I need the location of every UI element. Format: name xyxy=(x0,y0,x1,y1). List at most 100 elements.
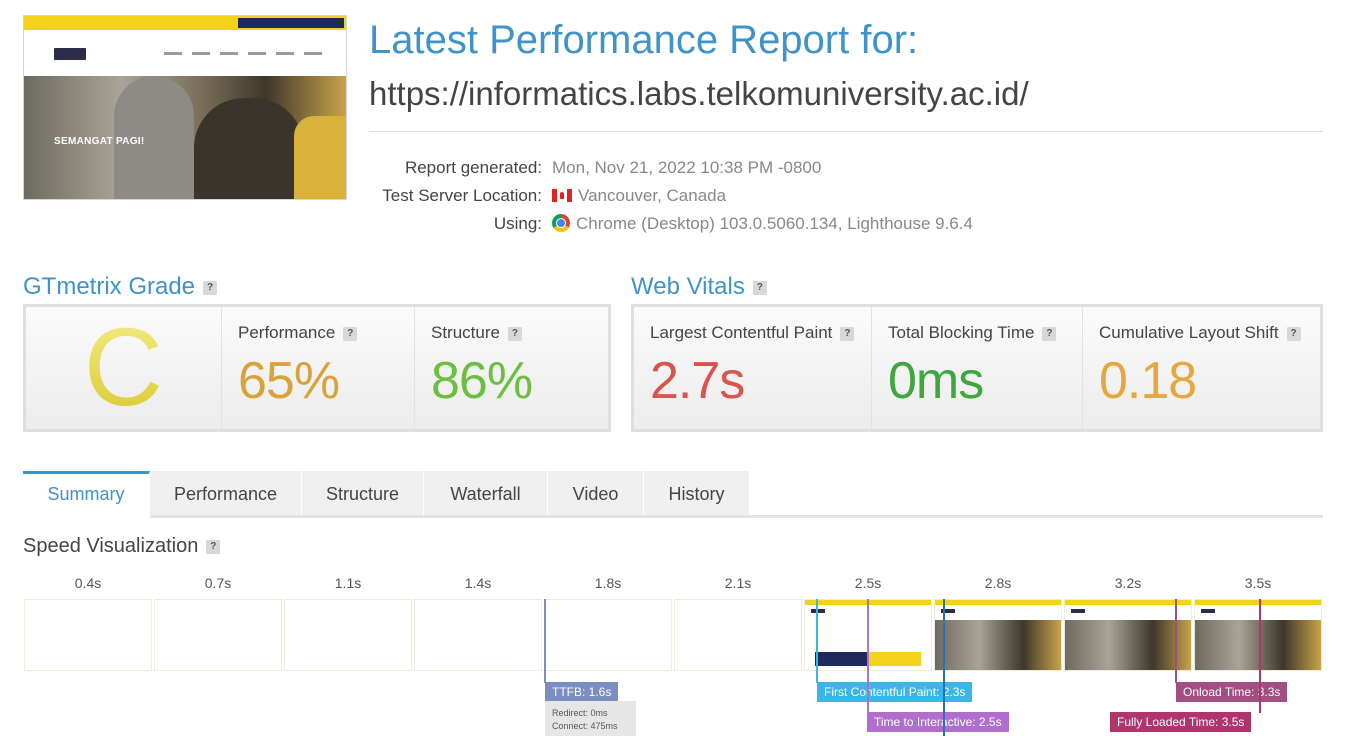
filmstrip-frame[interactable] xyxy=(544,599,672,671)
ttfb-details: Redirect: 0ms Connect: 475ms xyxy=(545,701,636,736)
grade-letter: C xyxy=(26,307,221,429)
frame-time-label: 1.4s xyxy=(464,575,492,591)
web-vitals-title: Web Vitals xyxy=(631,273,745,300)
frame-time-label: 2.5s xyxy=(854,575,882,591)
tti-marker-label[interactable]: Time to Interactive: 2.5s xyxy=(867,712,1009,732)
cls-label: Cumulative Layout Shift? xyxy=(1099,323,1301,343)
onload-marker-line xyxy=(1175,599,1177,683)
filmstrip-frame[interactable] xyxy=(284,599,412,671)
gtmetrix-grade-title: GTmetrix Grade xyxy=(23,273,196,300)
frame-time-label: 2.1s xyxy=(724,575,752,591)
speed-visualization-title: Speed Visualization xyxy=(23,535,199,557)
filmstrip-frame[interactable] xyxy=(1064,599,1192,671)
thumbnail-hero-caption: SEMANGAT PAGI! xyxy=(54,136,145,147)
frame-time-label: 1.8s xyxy=(594,575,622,591)
help-icon[interactable]: ? xyxy=(343,326,358,341)
performance-label-text: Performance xyxy=(238,323,336,342)
filmstrip-frame[interactable] xyxy=(1194,599,1322,671)
thumbnail-nav xyxy=(24,30,346,76)
canada-flag-icon xyxy=(552,189,572,202)
tab-waterfall[interactable]: Waterfall xyxy=(424,471,548,517)
report-meta-labels: Report generated: Test Server Location: … xyxy=(370,154,542,238)
performance-cell: Performance? 65% xyxy=(222,307,415,429)
lcp-value: 2.7s xyxy=(650,352,745,410)
structure-cell: Structure? 86% xyxy=(415,307,608,429)
report-tabs: Summary Performance Structure Waterfall … xyxy=(23,471,750,517)
thumbnail-topbar-button xyxy=(238,18,344,28)
tab-summary[interactable]: Summary xyxy=(23,471,150,517)
structure-score: 86% xyxy=(431,352,533,410)
lcp-cell: Largest Contentful Paint? 2.7s xyxy=(634,307,872,429)
thumbnail-person-1 xyxy=(114,76,194,199)
grade-cell: C xyxy=(26,307,222,429)
lcp-label: Largest Contentful Paint? xyxy=(650,323,855,343)
help-icon[interactable]: ? xyxy=(507,326,522,341)
gtmetrix-grade-panel: C Performance? 65% Structure? 86% xyxy=(23,304,611,432)
filmstrip-frame[interactable] xyxy=(934,599,1062,671)
filmstrip-frame[interactable] xyxy=(154,599,282,671)
speed-visualization-heading: Speed Visualization? xyxy=(23,535,221,558)
report-title: Latest Performance Report for: xyxy=(369,18,919,62)
thumbnail-logo xyxy=(54,48,86,60)
tab-history[interactable]: History xyxy=(644,471,750,517)
tab-video[interactable]: Video xyxy=(548,471,644,517)
onload-marker-label[interactable]: Onload Time: 3.3s xyxy=(1176,682,1288,702)
help-icon[interactable]: ? xyxy=(1042,326,1057,341)
browser-info: Chrome (Desktop) 103.0.5060.134, Lightho… xyxy=(552,210,973,238)
ttfb-marker-line xyxy=(544,599,546,683)
frame-time-label: 0.7s xyxy=(204,575,232,591)
test-server-location: Vancouver, Canada xyxy=(552,182,973,210)
frame-time-label: 1.1s xyxy=(334,575,362,591)
thumbnail-topbar xyxy=(24,16,346,30)
report-url[interactable]: https://informatics.labs.telkomuniversit… xyxy=(369,75,1029,112)
test-server-location-label: Test Server Location: xyxy=(382,186,542,205)
page-screenshot-thumbnail: SEMANGAT PAGI! xyxy=(23,15,347,200)
cls-value: 0.18 xyxy=(1099,352,1197,410)
tti-marker-line xyxy=(867,599,869,713)
chrome-icon xyxy=(552,214,570,232)
fully-loaded-marker-line xyxy=(1259,599,1261,713)
fcp-marker-label[interactable]: First Contentful Paint: 2.3s xyxy=(817,682,973,702)
filmstrip-frame[interactable] xyxy=(674,599,802,671)
help-icon[interactable]: ? xyxy=(752,280,767,295)
frame-time-label: 2.8s xyxy=(984,575,1012,591)
test-server-location-value: Vancouver, Canada xyxy=(578,186,727,205)
cls-label-text: Cumulative Layout Shift xyxy=(1099,323,1279,342)
structure-label-text: Structure xyxy=(431,323,500,342)
ttfb-redirect: Redirect: 0ms xyxy=(552,708,608,718)
tbt-cell: Total Blocking Time? 0ms xyxy=(872,307,1083,429)
report-generated-value: Mon, Nov 21, 2022 10:38 PM -0800 xyxy=(552,158,822,177)
tbt-label-text: Total Blocking Time xyxy=(888,323,1035,342)
tab-structure[interactable]: Structure xyxy=(302,471,424,517)
web-vitals-panel: Largest Contentful Paint? 2.7s Total Blo… xyxy=(631,304,1323,432)
header-divider xyxy=(369,131,1323,132)
web-vitals-heading: Web Vitals? xyxy=(631,273,767,301)
thumbnail-person-3 xyxy=(294,116,346,199)
ttfb-marker-label[interactable]: TTFB: 1.6s xyxy=(545,682,619,702)
report-meta-values: Mon, Nov 21, 2022 10:38 PM -0800 Vancouv… xyxy=(552,154,973,238)
performance-label: Performance? xyxy=(238,323,358,343)
ttfb-connect: Connect: 475ms xyxy=(552,721,618,731)
help-icon[interactable]: ? xyxy=(206,539,221,554)
tbt-value: 0ms xyxy=(888,352,984,410)
fcp-marker-line xyxy=(816,599,818,683)
cls-cell: Cumulative Layout Shift? 0.18 xyxy=(1083,307,1320,429)
filmstrip-frame[interactable] xyxy=(24,599,152,671)
help-icon[interactable]: ? xyxy=(203,280,218,295)
gtmetrix-grade-heading: GTmetrix Grade? xyxy=(23,273,218,301)
frame-time-label: 3.2s xyxy=(1114,575,1142,591)
performance-score: 65% xyxy=(238,352,340,410)
filmstrip-frame[interactable] xyxy=(414,599,542,671)
structure-label: Structure? xyxy=(431,323,522,343)
help-icon[interactable]: ? xyxy=(1286,326,1301,341)
tab-performance[interactable]: Performance xyxy=(150,471,302,517)
thumbnail-person-2 xyxy=(194,98,304,199)
lcp-marker-line xyxy=(943,599,945,736)
using-value: Chrome (Desktop) 103.0.5060.134, Lightho… xyxy=(576,214,973,233)
fully-loaded-marker-label[interactable]: Fully Loaded Time: 3.5s xyxy=(1110,712,1252,732)
tabs-divider xyxy=(150,515,1323,518)
tbt-label: Total Blocking Time? xyxy=(888,323,1057,343)
thumbnail-nav-links xyxy=(164,52,322,55)
help-icon[interactable]: ? xyxy=(840,326,855,341)
lcp-label-text: Largest Contentful Paint xyxy=(650,323,833,342)
